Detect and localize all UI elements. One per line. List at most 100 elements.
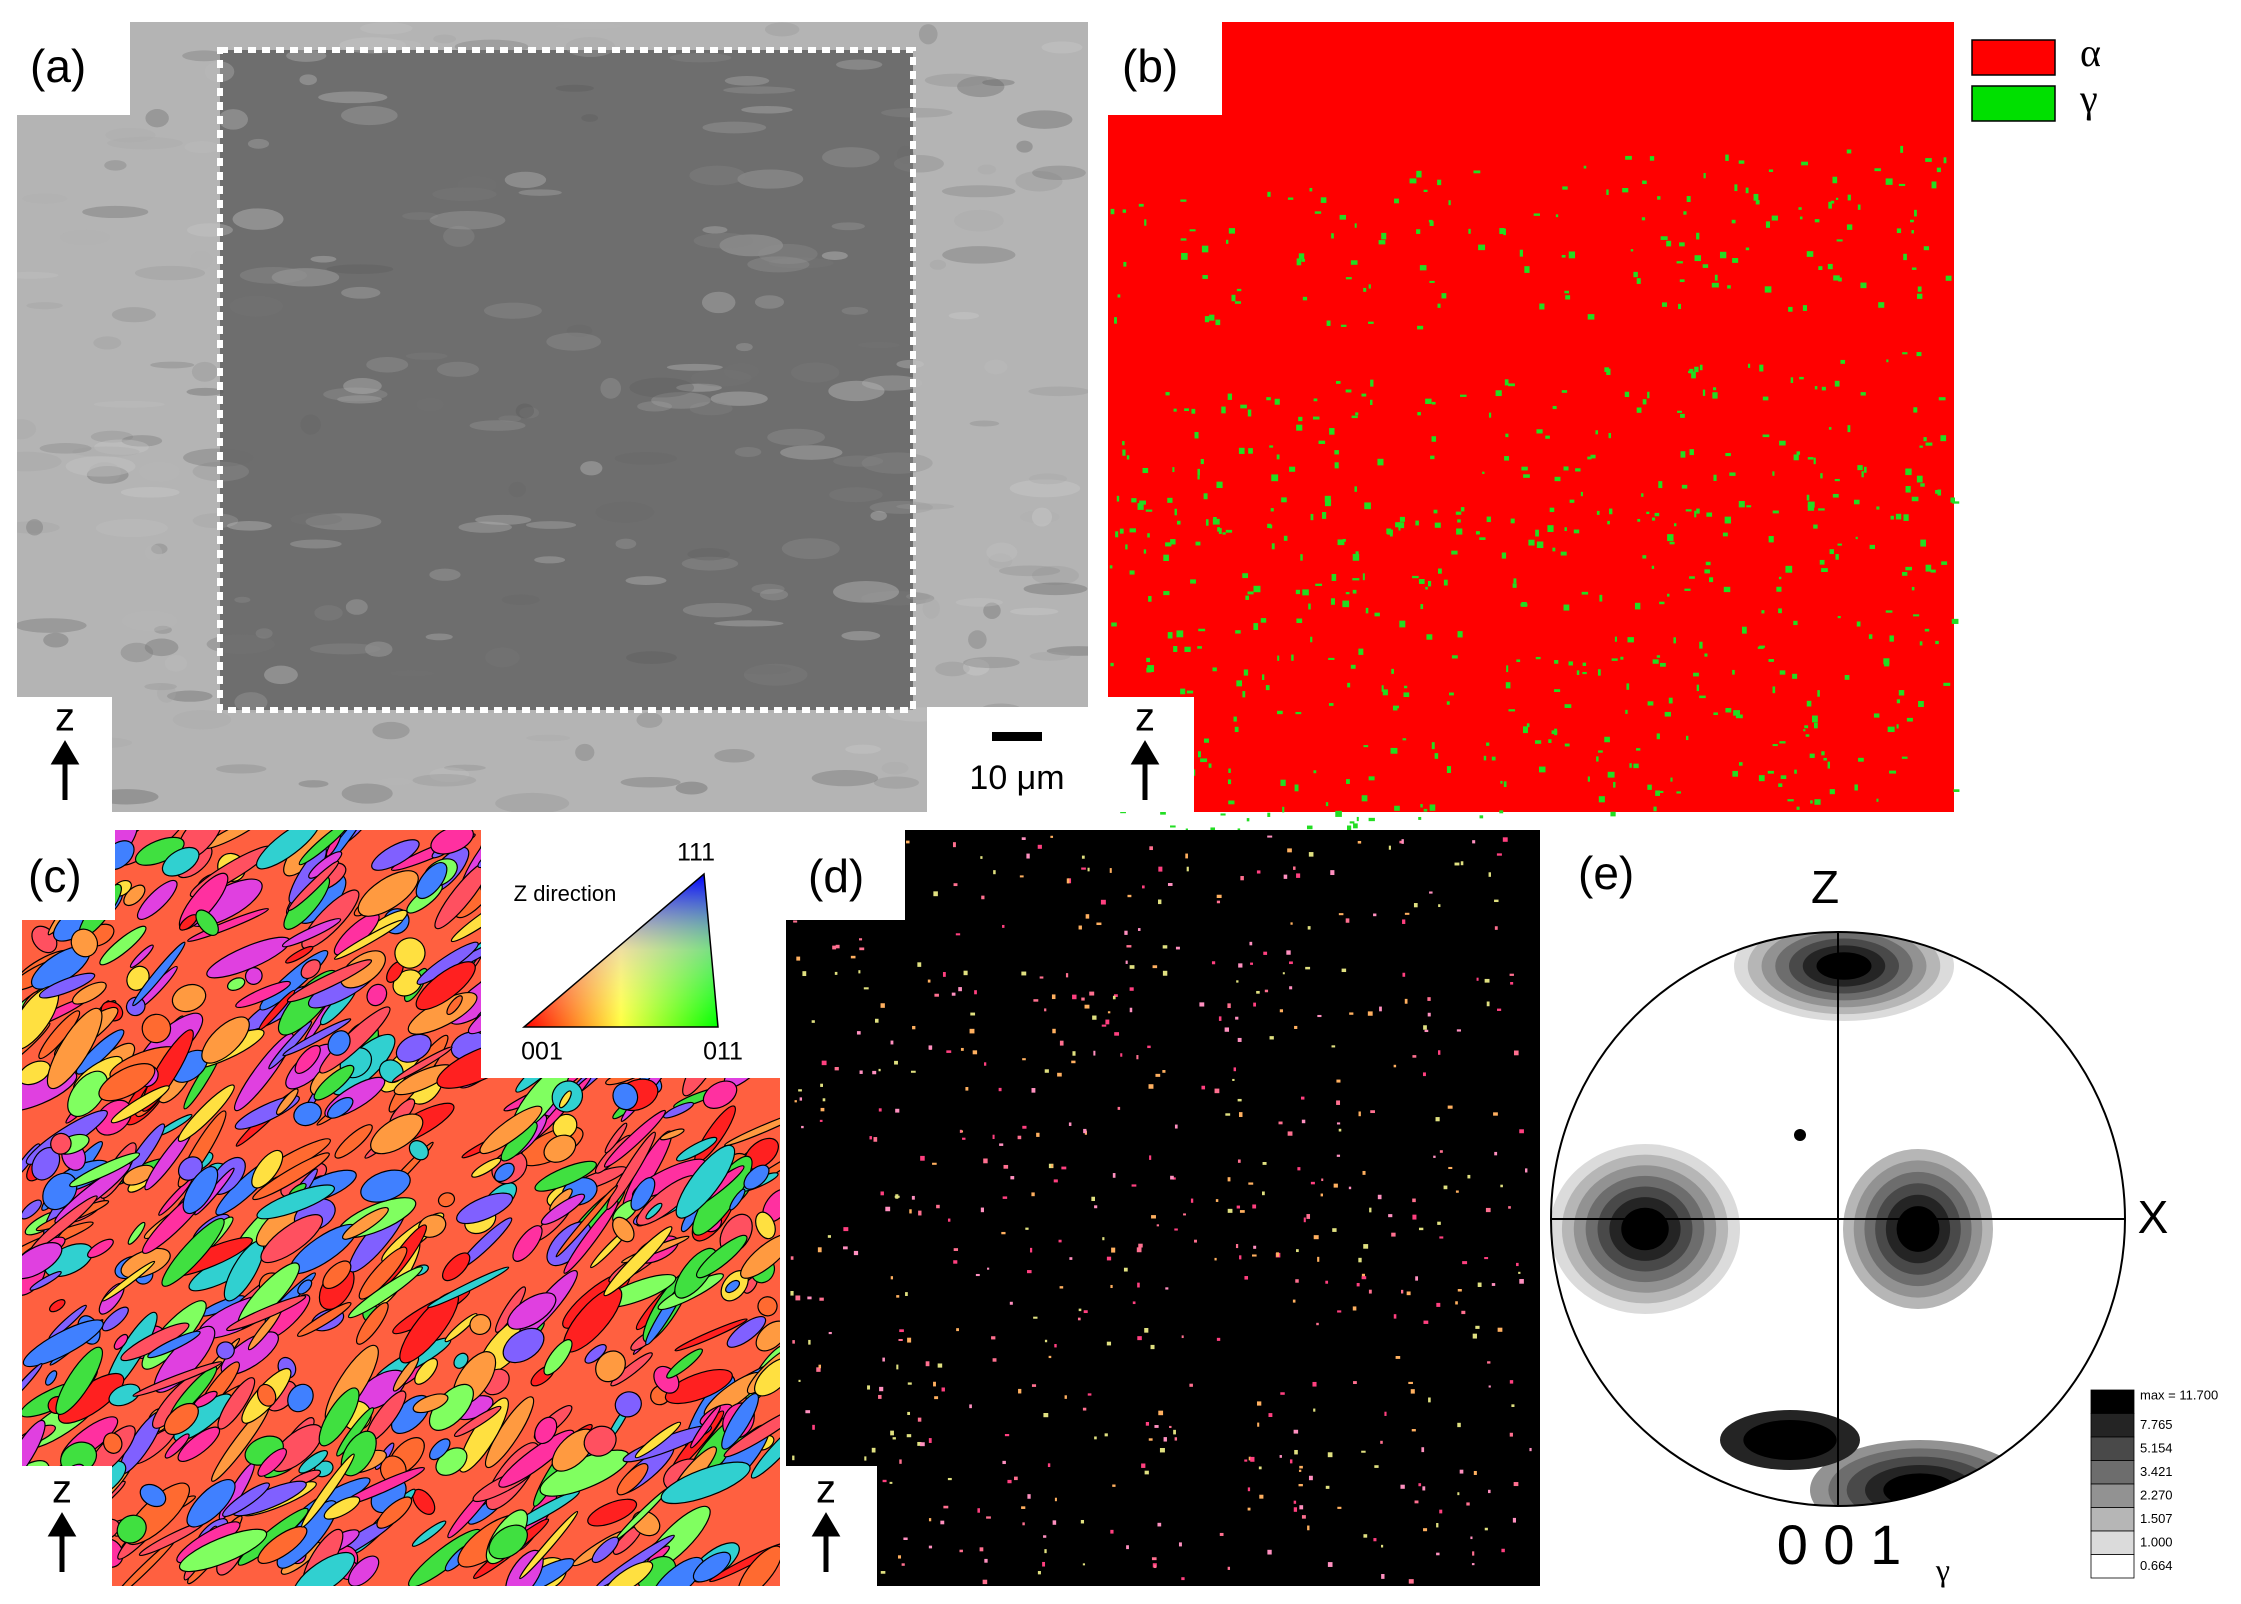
- gamma-orientation: [1455, 1190, 1459, 1193]
- gamma-grain: [1460, 507, 1465, 512]
- gamma-grain: [1312, 416, 1320, 420]
- sem-texture: [811, 769, 879, 787]
- sem-texture: [714, 748, 755, 763]
- gamma-orientation: [1114, 1032, 1120, 1036]
- gamma-grain: [1362, 573, 1365, 581]
- gamma-orientation: [1094, 1436, 1097, 1440]
- sem-texture: [767, 428, 825, 446]
- gamma-grain: [1945, 275, 1952, 281]
- sem-texture: [145, 109, 169, 128]
- gamma-orientation: [911, 1195, 915, 1200]
- gamma-grain: [1923, 437, 1927, 442]
- gamma-grain: [1446, 701, 1450, 705]
- gamma-orientation: [859, 938, 863, 941]
- sem-texture: [366, 356, 409, 373]
- gamma-grain: [1608, 432, 1611, 439]
- sem-texture: [1041, 41, 1083, 54]
- grain: [662, 1101, 695, 1119]
- gamma-orientation: [1137, 1282, 1140, 1288]
- sem-texture: [781, 538, 840, 560]
- grain: [287, 860, 340, 912]
- gamma-grain: [1426, 634, 1433, 640]
- gamma-grain: [1798, 207, 1802, 210]
- gamma-orientation: [1065, 973, 1069, 978]
- gamma-orientation: [1120, 1053, 1123, 1057]
- gamma-grain: [1554, 728, 1558, 736]
- gamma-orientation: [799, 1097, 803, 1101]
- sem-texture: [534, 556, 566, 564]
- gamma-grain: [1361, 393, 1367, 397]
- gamma-orientation: [1257, 1422, 1260, 1427]
- gamma-orientation: [1227, 1177, 1231, 1182]
- gamma-orientation: [1093, 1050, 1096, 1056]
- gamma-grain: [1889, 635, 1894, 642]
- grain: [646, 870, 671, 905]
- gamma-grain: [1642, 399, 1647, 405]
- pole-right-label: X: [2138, 1191, 2169, 1243]
- gamma-grain: [1814, 799, 1821, 805]
- gamma-grain: [1792, 673, 1798, 679]
- grain: [116, 1514, 147, 1544]
- gamma-orientation: [1349, 1012, 1354, 1015]
- gamma-grain: [1803, 729, 1806, 732]
- gamma-grain: [1347, 682, 1351, 688]
- grain: [479, 1105, 543, 1155]
- gamma-orientation: [1298, 1469, 1302, 1472]
- gamma-grain: [1328, 703, 1334, 706]
- gamma-orientation: [1402, 972, 1406, 977]
- gamma-orientation: [1487, 1361, 1491, 1364]
- grain: [604, 1561, 654, 1586]
- gamma-grain: [1943, 682, 1951, 686]
- grain: [690, 1405, 721, 1449]
- sem-texture: [942, 246, 1016, 264]
- gamma-grain: [1637, 518, 1641, 522]
- gamma-orientation: [853, 1250, 859, 1256]
- gamma-grain: [1291, 654, 1294, 661]
- gamma-grain: [1887, 726, 1895, 733]
- sem-texture: [192, 513, 239, 529]
- gamma-grain: [1368, 776, 1375, 781]
- grain: [610, 1352, 653, 1387]
- gamma-grain: [1884, 663, 1890, 667]
- sem-texture: [710, 391, 768, 406]
- sem-texture: [682, 603, 752, 618]
- grain: [257, 1448, 288, 1477]
- grain: [634, 1421, 682, 1459]
- contour-level: 1.000: [2140, 1534, 2173, 1549]
- sem-texture: [1028, 473, 1067, 485]
- gamma-grain: [1689, 368, 1694, 374]
- gamma-grain: [1554, 659, 1559, 664]
- gamma-grain: [1521, 466, 1528, 471]
- gamma-orientation: [1145, 1421, 1150, 1426]
- gamma-grain: [1680, 413, 1685, 418]
- gamma-grain: [1340, 324, 1347, 327]
- gamma-orientation: [864, 1456, 867, 1461]
- gamma-orientation: [1027, 1494, 1031, 1499]
- sem-texture: [982, 79, 1015, 87]
- gamma-grain: [1395, 522, 1402, 528]
- grain: [300, 959, 321, 980]
- gamma-grain: [1827, 761, 1831, 769]
- sem-texture: [157, 683, 176, 703]
- gamma-grain: [1245, 595, 1250, 600]
- gamma-orientation: [1424, 1029, 1429, 1033]
- gamma-orientation: [1026, 853, 1030, 859]
- grain: [370, 1113, 424, 1155]
- gamma-orientation: [992, 1134, 995, 1140]
- gamma-grain: [1204, 316, 1210, 323]
- gamma-grain: [1342, 600, 1350, 608]
- gamma-grain: [1479, 815, 1484, 819]
- gamma-orientation: [1435, 1117, 1440, 1122]
- sem-texture: [17, 521, 60, 534]
- gamma-grain: [1630, 249, 1634, 252]
- gamma-orientation: [1436, 1302, 1441, 1307]
- gamma-orientation: [795, 1295, 801, 1301]
- gamma-grain: [1656, 733, 1660, 740]
- gamma-grain: [1895, 513, 1902, 520]
- gamma-grain: [1197, 646, 1202, 649]
- gamma-orientation: [1438, 1050, 1441, 1055]
- gamma-orientation: [1457, 1289, 1462, 1292]
- gamma-orientation: [906, 840, 910, 844]
- gamma-grain: [1215, 319, 1221, 326]
- sem-texture: [432, 187, 497, 202]
